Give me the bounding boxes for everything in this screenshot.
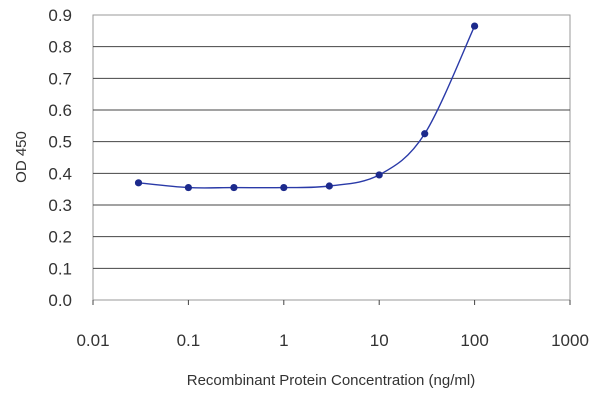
y-tick-label: 0.1 [48, 259, 72, 278]
data-point [471, 22, 479, 30]
data-point [134, 179, 143, 187]
x-tick-label: 0.1 [177, 331, 201, 350]
x-tick-label: 0.01 [76, 331, 109, 350]
y-axis-ticks: 0.0 0.1 0.2 0.3 0.4 0.5 0.6 0.7 0.8 0.9 [48, 6, 72, 310]
x-axis-ticks: 0.01 0.1 1 10 100 1000 [76, 300, 589, 350]
grid-lines [93, 46, 570, 269]
y-axis-title: OD 450 [13, 131, 30, 183]
y-tick-label: 0.6 [48, 101, 72, 120]
data-point [184, 183, 192, 192]
data-point [325, 182, 333, 190]
x-axis-title: Recombinant Protein Concentration (ng/ml… [187, 372, 475, 389]
x-tick-label: 10 [370, 331, 389, 350]
y-tick-label: 0.3 [48, 196, 72, 215]
x-tick-label: 100 [460, 331, 488, 350]
y-tick-label: 0.2 [48, 228, 72, 247]
data-point [280, 183, 288, 192]
y-tick-label: 0.0 [48, 291, 72, 310]
x-tick-label: 1 [279, 331, 288, 350]
data-point [230, 183, 238, 192]
plot-area [92, 14, 571, 301]
x-tick-label: 1000 [551, 331, 589, 350]
y-tick-label: 0.5 [48, 133, 72, 152]
data-point [421, 130, 429, 138]
y-tick-label: 0.7 [48, 69, 72, 88]
y-tick-label: 0.9 [48, 6, 72, 25]
data-points [134, 22, 479, 192]
y-tick-label: 0.4 [48, 164, 72, 183]
data-point [375, 171, 383, 179]
y-tick-label: 0.8 [48, 38, 72, 57]
